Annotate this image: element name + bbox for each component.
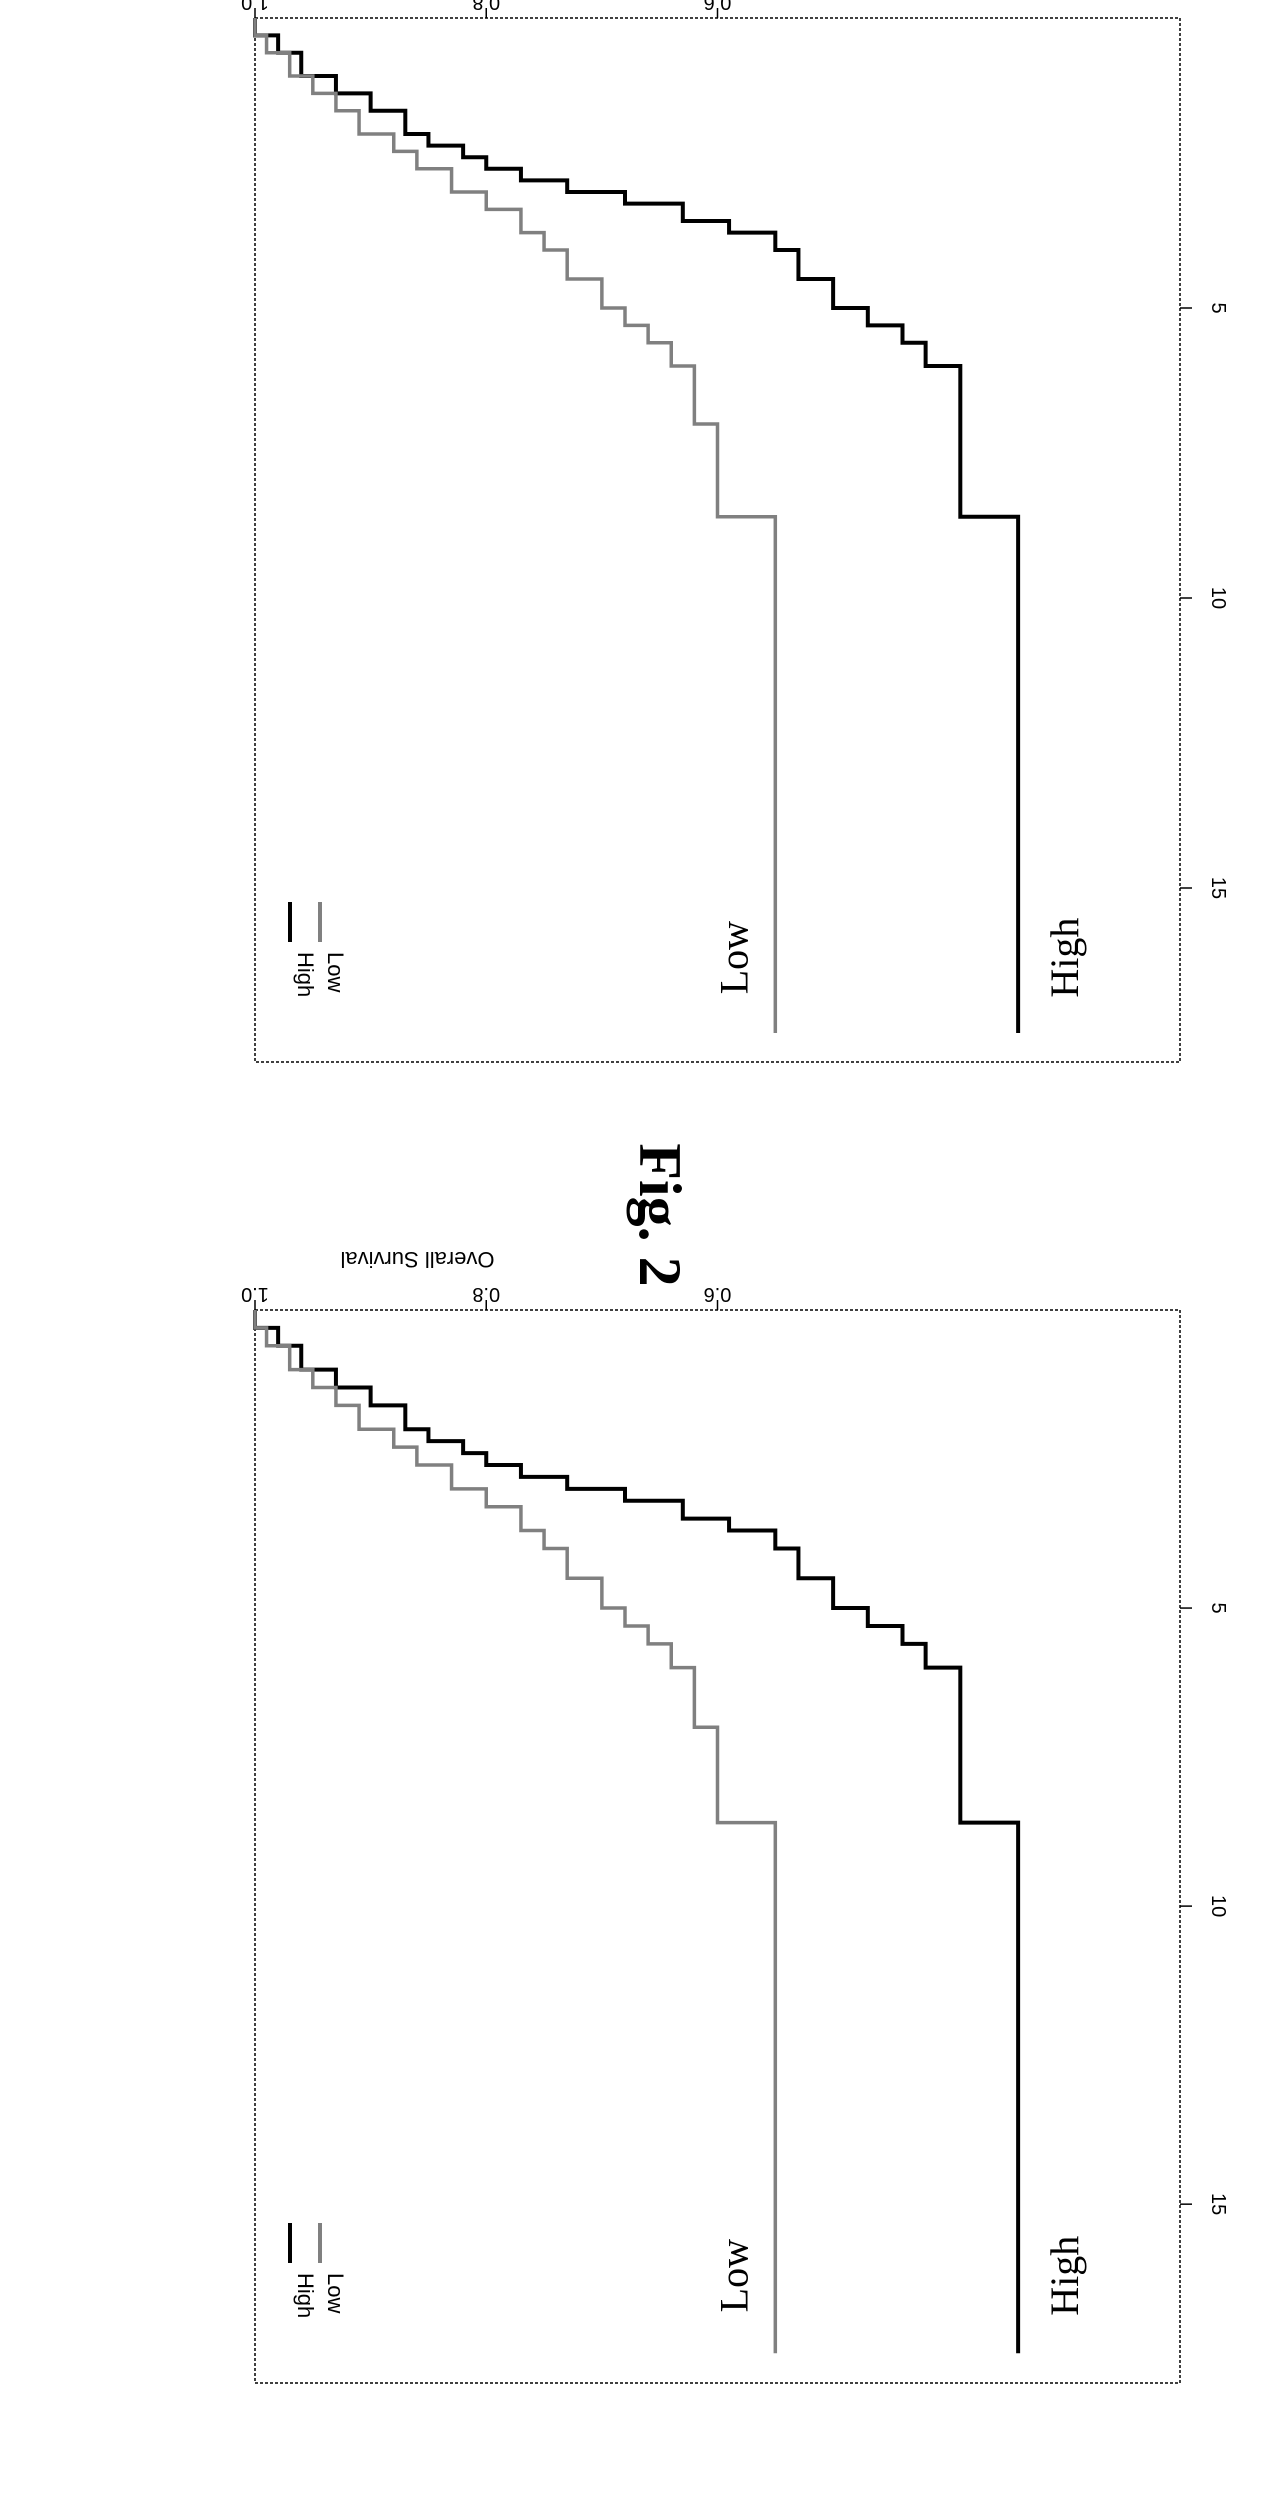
x-tick-label: 15 bbox=[1207, 2193, 1229, 2215]
legend-label-low: Low bbox=[323, 952, 348, 992]
y-tick-label: 1.0 bbox=[241, 0, 269, 13]
annotation-high: High bbox=[1042, 2236, 1087, 2316]
annotation-low: Low bbox=[711, 2239, 756, 2312]
x-tick-label: 5 bbox=[1207, 1602, 1229, 1613]
plot-frame bbox=[254, 1309, 1181, 2384]
y-tick-label: 0.8 bbox=[472, 0, 500, 13]
legend-label-high: High bbox=[293, 2273, 318, 2318]
x-tick-label: 10 bbox=[1207, 1895, 1229, 1917]
y-axis-title: Overall Survival bbox=[340, 1247, 494, 1272]
y-tick-label: 0.6 bbox=[704, 1283, 732, 1305]
series-low-curve bbox=[253, 18, 778, 1033]
annotation-low: Low bbox=[711, 921, 756, 994]
series-high-curve bbox=[253, 18, 1021, 1033]
x-tick-label: 5 bbox=[1207, 302, 1229, 313]
y-tick-label: 1.0 bbox=[241, 1283, 269, 1305]
legend-label-low: Low bbox=[323, 2273, 348, 2313]
x-tick-label: 10 bbox=[1207, 587, 1229, 609]
plot-frame bbox=[254, 17, 1181, 1063]
y-tick-label: 0.8 bbox=[472, 1283, 500, 1305]
x-tick-label: 15 bbox=[1207, 877, 1229, 899]
figure-title: Fig. 2 bbox=[627, 1143, 693, 1286]
y-tick-label: 0.6 bbox=[704, 0, 732, 13]
annotation-high: High bbox=[1042, 918, 1087, 998]
series-low-curve bbox=[253, 1310, 778, 2354]
series-high-curve bbox=[253, 1310, 1021, 2354]
legend-label-high: High bbox=[293, 952, 318, 997]
